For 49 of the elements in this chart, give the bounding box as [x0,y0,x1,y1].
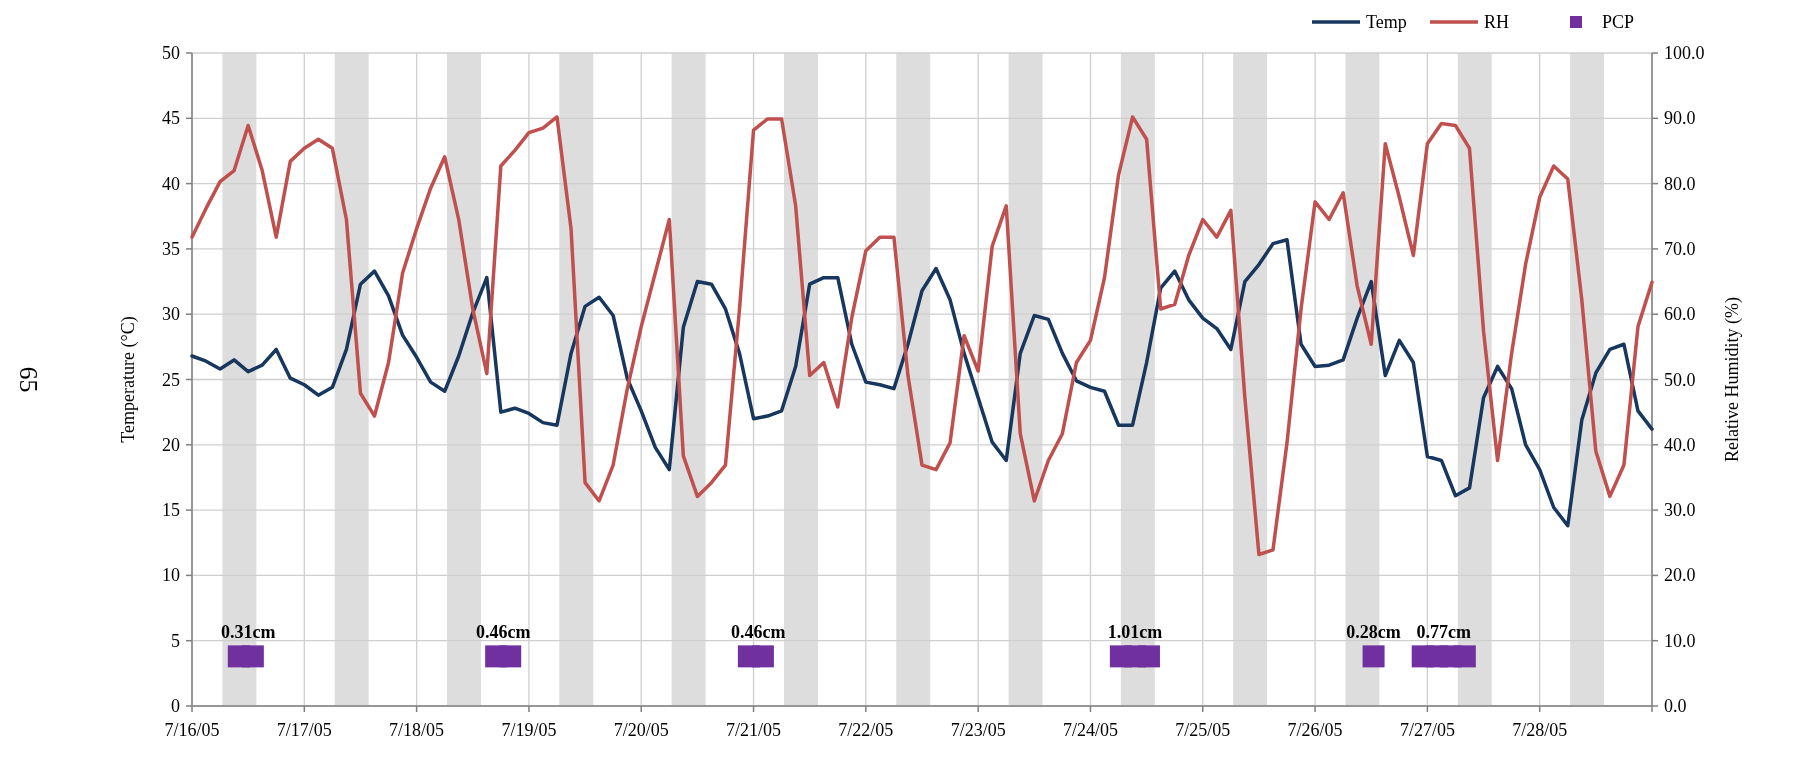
annotation: 0.46cm [730,622,786,643]
y-tick-label: 40 [162,173,180,194]
y2-tick-label: 10.0 [1664,630,1696,651]
annotation: 0.28cm [1346,622,1401,643]
y2-tick-label: 40.0 [1664,434,1696,455]
legend-label: RH [1484,12,1510,32]
y-tick-label: 25 [162,369,180,390]
y-tick-label: 30 [162,304,180,325]
x-tick-label: 7/22/05 [838,720,894,740]
y-tick-label: 20 [162,434,180,455]
x-tick-label: 7/23/05 [950,720,1006,740]
y-tick-label: 15 [162,500,180,521]
y-tick-label: 35 [162,238,180,259]
x-tick-label: 7/24/05 [1062,720,1118,740]
x-tick-label: 7/18/05 [389,720,445,740]
y-tick-label: 45 [162,108,180,129]
y2-tick-label: 60.0 [1664,304,1696,325]
x-tick-label: 7/19/05 [501,720,557,740]
y-tick-label: 5 [171,630,180,651]
y2-tick-label: 70.0 [1664,238,1696,259]
y-tick-label: 10 [162,565,180,586]
text: 65 [14,366,43,393]
y2-axis-title: Relative Humidity (%) [1722,297,1743,462]
y2-tick-label: 50.0 [1664,369,1696,390]
legend-label: Temp [1366,12,1407,32]
x-tick-label: 7/20/05 [613,720,669,740]
y2-tick-label: 100.0 [1664,43,1705,63]
y2-tick-label: 90.0 [1664,108,1696,129]
y-tick-label: 0 [171,696,180,716]
y2-tick-label: 20.0 [1664,565,1696,586]
x-tick-label: 7/26/05 [1287,720,1343,740]
legend-label: PCP [1602,12,1635,32]
y2-tick-label: 80.0 [1664,173,1696,194]
line-series [190,115,1654,557]
x-tick-label: 7/17/05 [276,720,332,740]
y-tick-label: 50 [162,43,180,63]
x-tick-label: 7/25/05 [1175,720,1231,740]
line-series [190,238,1654,528]
x-tick-label: 7/27/05 [1399,720,1455,740]
x-tick-label: 7/16/05 [164,720,220,740]
annotation: 0.46cm [475,622,531,643]
annotation: 1.01cm [1107,622,1163,643]
x-tick-label: 7/28/05 [1512,720,1568,740]
annotation: 0.77cm [1416,622,1472,643]
y2-tick-label: 30.0 [1664,500,1696,521]
x-tick-label: 7/21/05 [726,720,782,740]
y2-tick-label: 0.0 [1664,696,1687,716]
annotation: 0.31cm [220,622,276,643]
y-axis-title: Temperature (°C) [118,316,139,443]
